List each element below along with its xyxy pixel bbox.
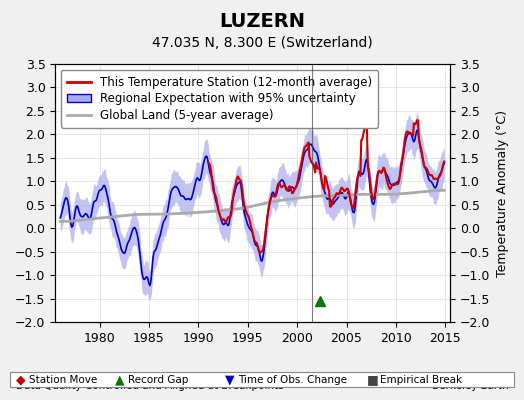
Text: Station Move: Station Move [29,374,97,385]
Legend: This Temperature Station (12-month average), Regional Expectation with 95% uncer: This Temperature Station (12-month avera… [61,70,378,128]
Y-axis label: Temperature Anomaly (°C): Temperature Anomaly (°C) [496,110,509,277]
Text: LUZERN: LUZERN [219,12,305,31]
Text: Empirical Break: Empirical Break [380,374,462,385]
Text: Time of Obs. Change: Time of Obs. Change [238,374,347,385]
Text: ■: ■ [367,373,378,386]
Text: ◆: ◆ [16,373,25,386]
Text: Record Gap: Record Gap [128,374,189,385]
Text: Berkeley Earth: Berkeley Earth [432,381,508,391]
Text: ▲: ▲ [115,373,125,386]
Text: ▼: ▼ [225,373,235,386]
Text: 47.035 N, 8.300 E (Switzerland): 47.035 N, 8.300 E (Switzerland) [151,36,373,50]
Text: Data Quality Controlled and Aligned at Breakpoints: Data Quality Controlled and Aligned at B… [16,381,283,391]
